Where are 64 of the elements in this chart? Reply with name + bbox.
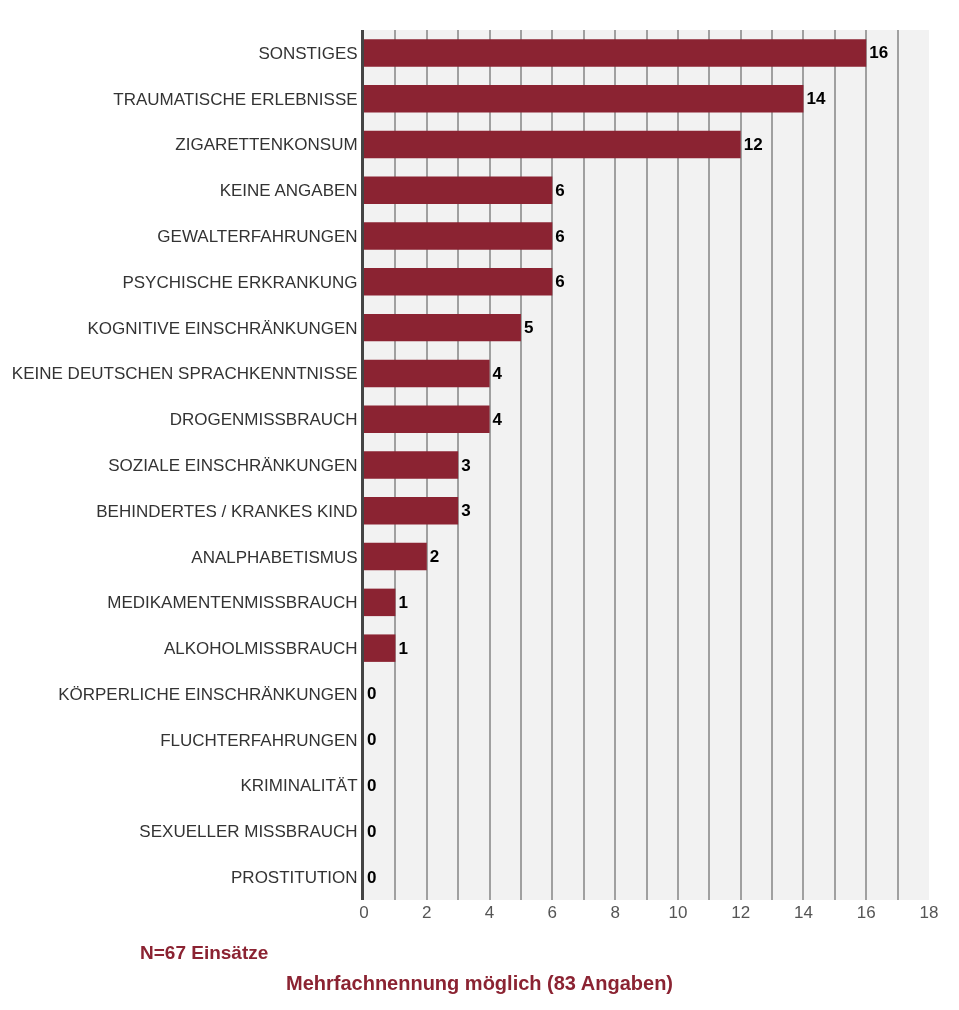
y-tick-label: PSYCHISCHE ERKRANKUNG [122, 272, 358, 292]
bar [364, 84, 804, 113]
bar [364, 588, 396, 617]
bar [364, 268, 553, 296]
bar [364, 451, 459, 479]
y-tick-label: DROGENMISSBRAUCH [169, 410, 358, 430]
y-tick-label: ANALPHABETISMUS [191, 547, 358, 567]
data-label: 0 [367, 821, 377, 841]
y-tick-label: SOZIALE EINSCHRÄNKUNGEN [108, 455, 358, 475]
y-tick-label: SEXUELLER MISSBRAUCH [139, 822, 358, 842]
y-tick-label: PROSTITUTION [231, 868, 358, 888]
data-label: 4 [492, 409, 503, 429]
data-label: 0 [367, 730, 377, 750]
bar [364, 542, 427, 571]
data-label: 14 [806, 89, 826, 109]
data-label: 5 [523, 318, 534, 338]
y-tick-label: KEINE DEUTSCHEN SPRACHKENNTNISSE [11, 364, 358, 384]
text: N=67 Einsätze [140, 942, 269, 963]
x-tick-label: 18 [919, 903, 939, 922]
x-tick-label: 12 [731, 903, 751, 922]
bar [364, 634, 396, 662]
x-tick-label: 16 [856, 903, 876, 922]
data-label: 0 [367, 776, 377, 796]
data-label: 3 [461, 455, 471, 475]
bar [364, 39, 867, 67]
bar [364, 176, 553, 204]
x-tick-label: 6 [547, 903, 558, 922]
x-tick-label: 8 [610, 903, 620, 922]
data-label: 2 [429, 547, 440, 567]
y-tick-label: GEWALTERFAHRUNGEN [157, 227, 358, 246]
y-tick-label: TRAUMATISCHE ERLEBNISSE [113, 89, 358, 109]
x-tick-label: 10 [668, 903, 688, 922]
bar [364, 222, 553, 250]
y-tick-label: KEINE ANGABEN [219, 181, 358, 201]
y-tick-label: MEDIKAMENTENMISSBRAUCH [107, 593, 358, 613]
data-label: 12 [743, 134, 763, 154]
y-tick-label: SONSTIGES [258, 43, 358, 63]
x-tick-label: 14 [793, 903, 813, 922]
data-label: 16 [869, 43, 889, 63]
data-label: 3 [461, 501, 471, 521]
y-tick-label: BEHINDERTES / KRANKES KIND [96, 501, 358, 521]
data-label: 0 [367, 684, 377, 704]
y-tick-label: ZIGARETTENKONSUM [175, 135, 358, 155]
data-label: 6 [555, 272, 565, 292]
x-tick-label: 0 [359, 903, 369, 922]
y-tick-label: ALKOHOLMISSBRAUCH [163, 639, 358, 659]
y-tick-label: FLUCHTERFAHRUNGEN [160, 730, 358, 750]
bar [364, 359, 490, 388]
bar [364, 497, 459, 525]
bar [364, 130, 741, 159]
bar [364, 313, 521, 342]
data-label: 6 [555, 180, 565, 200]
text: Mehrfachnennung möglich (83 Angaben) [285, 971, 674, 994]
bar [364, 405, 490, 433]
data-label: 0 [367, 867, 377, 887]
x-tick-label: 4 [484, 903, 495, 922]
y-tick-label: KÖRPERLICHE EINSCHRÄNKUNGEN [58, 684, 358, 704]
data-label: 4 [492, 363, 503, 383]
data-label: 1 [398, 592, 408, 612]
y-tick-label: KRIMINALITÄT [240, 776, 358, 796]
data-label: 1 [398, 638, 408, 658]
data-label: 6 [555, 226, 565, 246]
x-tick-label: 2 [422, 903, 432, 922]
y-tick-label: KOGNITIVE EINSCHRÄNKUNGEN [87, 318, 358, 338]
